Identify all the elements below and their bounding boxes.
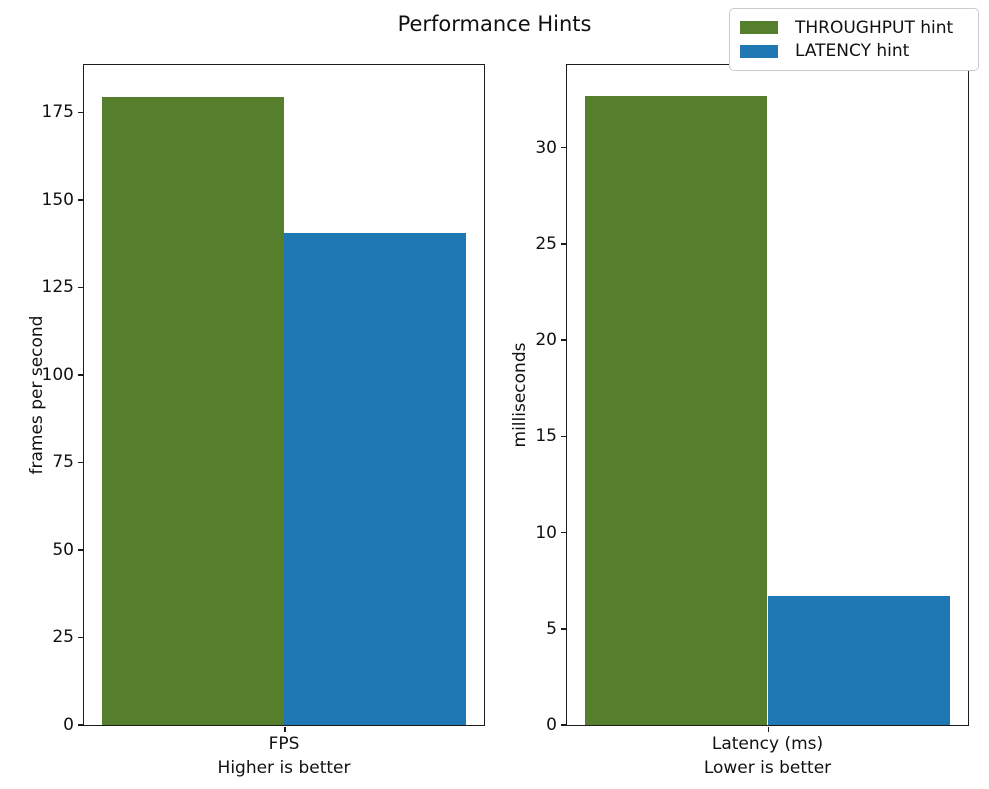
throughput-hint-bar <box>584 95 768 725</box>
y-tick-mark <box>77 636 83 639</box>
y-tick-label: 50 <box>52 539 74 560</box>
y-tick-label: 150 <box>41 189 74 210</box>
y-tick-label: 25 <box>535 233 557 254</box>
y-tick-mark <box>560 339 566 341</box>
latency-hint-bar <box>284 233 467 725</box>
y-tick-mark <box>560 724 566 726</box>
fps-x-axis-label: Higher is better <box>217 758 351 778</box>
y-tick-mark <box>560 531 566 534</box>
legend-item: LATENCY hint <box>740 40 968 64</box>
latency-plot-area: milliseconds Latency (ms) Lower is bette… <box>510 64 969 778</box>
y-tick-label: 5 <box>546 618 557 639</box>
y-tick-mark <box>77 374 83 376</box>
y-tick-mark <box>77 461 83 464</box>
latency-x-tick-mark <box>767 726 769 732</box>
y-tick-label: 0 <box>63 715 74 735</box>
y-tick-mark <box>560 146 566 149</box>
y-tick-mark <box>560 435 566 438</box>
y-tick-label: 30 <box>535 137 557 158</box>
legend-item: THROUGHPUT hint <box>740 16 968 40</box>
fps-plot-area: frames per second FPS Higher is better 0… <box>27 64 485 778</box>
latency-x-tick-label: Latency (ms) <box>711 734 824 754</box>
latency-hint-bar <box>767 596 951 725</box>
throughput-hint-bar <box>101 96 284 725</box>
y-tick-label: 0 <box>546 715 557 735</box>
y-tick-mark <box>560 243 566 245</box>
y-tick-label: 15 <box>535 426 557 447</box>
legend-label: LATENCY hint <box>795 41 910 62</box>
y-tick-label: 10 <box>535 522 557 543</box>
y-tick-label: 175 <box>41 102 74 123</box>
latency-x-axis-label: Lower is better <box>703 758 832 778</box>
y-tick-mark <box>77 111 83 114</box>
y-tick-label: 75 <box>52 452 74 473</box>
legend-swatch-icon <box>740 44 778 58</box>
legend-swatch-icon <box>740 21 778 35</box>
chart-title: Performance Hints <box>397 12 592 36</box>
y-tick-label: 100 <box>41 364 74 385</box>
y-tick-mark <box>560 628 566 630</box>
y-tick-mark <box>77 199 83 201</box>
y-tick-label: 125 <box>41 277 74 298</box>
y-tick-mark <box>77 549 83 551</box>
y-tick-label: 20 <box>535 330 557 351</box>
y-tick-mark <box>77 286 83 289</box>
latency-y-axis-label: milliseconds <box>510 342 530 448</box>
fps-x-tick-label: FPS <box>268 734 300 754</box>
fps-x-tick-mark <box>284 726 286 732</box>
fps-y-axis-label: frames per second <box>27 315 47 475</box>
y-tick-mark <box>77 724 83 726</box>
legend-label: THROUGHPUT hint <box>795 17 954 38</box>
y-tick-label: 25 <box>52 627 74 648</box>
chart-legend: THROUGHPUT hint LATENCY hint <box>729 8 979 71</box>
